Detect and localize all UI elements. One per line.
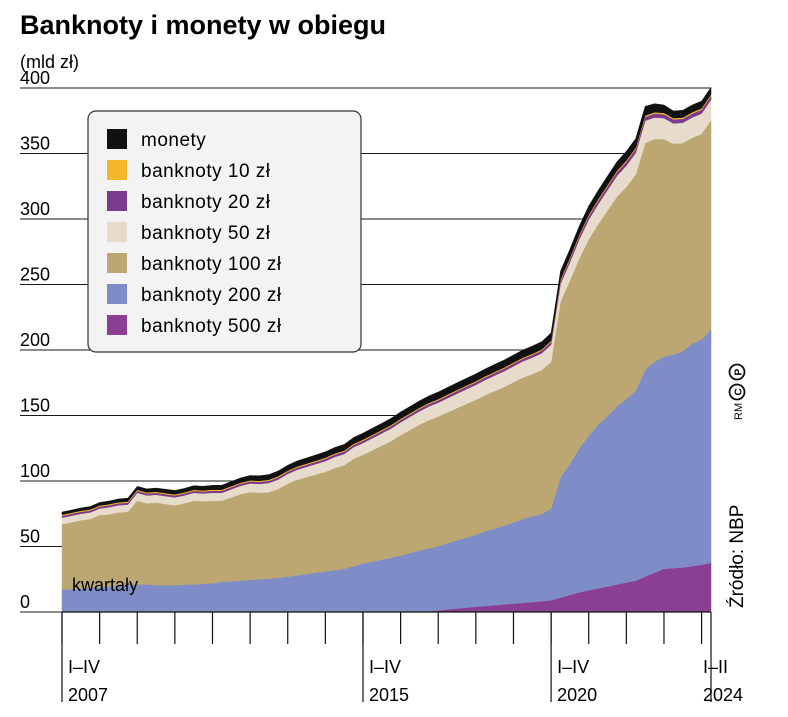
y-tick-label-50: 50 bbox=[20, 527, 40, 547]
x-tick-label-bottom-2015: 2015 bbox=[369, 685, 409, 705]
legend: monety banknoty 10 zł banknoty 20 zł bankno… bbox=[87, 110, 362, 353]
copyright-c-glyph: C bbox=[734, 388, 745, 395]
chart-title: Banknoty i monety w obiegu bbox=[20, 10, 386, 40]
legend-swatch-1 bbox=[107, 160, 127, 180]
x-axis-note: kwartały bbox=[72, 575, 138, 595]
copyright-mark: RM C P bbox=[728, 363, 746, 420]
legend-label-0: monety bbox=[141, 130, 206, 151]
axes: I–IV 2007 I–IV 2015 I–IV 2020 I–II 2024 bbox=[61, 611, 743, 705]
legend-label-1: banknoty 10 zł bbox=[141, 161, 271, 182]
x-tick-label-top-2007: I–IV bbox=[68, 657, 100, 677]
y-tick-label-200: 200 bbox=[20, 330, 50, 350]
copyright-c-icon bbox=[728, 383, 746, 401]
stacked-areas bbox=[61, 86, 712, 613]
y-tick-label-400: 400 bbox=[20, 68, 50, 88]
area-series-6 bbox=[61, 86, 712, 515]
y-tick-label-150: 150 bbox=[20, 396, 50, 416]
x-tick-label-bottom-2020: 2020 bbox=[557, 685, 597, 705]
copyright-p-icon bbox=[728, 363, 746, 381]
legend-swatch-6 bbox=[107, 315, 127, 335]
legend-swatch-5 bbox=[107, 284, 127, 304]
y-tick-label-350: 350 bbox=[20, 134, 50, 154]
x-tick-label-top-2020: I–IV bbox=[557, 657, 589, 677]
legend-swatch-0 bbox=[107, 129, 127, 149]
copyright-text: RM bbox=[733, 403, 745, 420]
legend-swatch-2 bbox=[107, 191, 127, 211]
y-tick-label-300: 300 bbox=[20, 199, 50, 219]
legend-label-5: banknoty 200 zł bbox=[141, 285, 282, 306]
y-unit-label: (mld zł) bbox=[20, 52, 79, 72]
y-tick-label-250: 250 bbox=[20, 265, 50, 285]
x-tick-label-bottom-2007: 2007 bbox=[68, 685, 108, 705]
x-tick-label-top-2015: I–IV bbox=[369, 657, 401, 677]
legend-swatch-4 bbox=[107, 253, 127, 273]
x-tick-label-top-2024: I–II bbox=[703, 657, 728, 677]
legend-label-4: banknoty 100 zł bbox=[141, 254, 282, 275]
x-tick-label-bottom-2024: 2024 bbox=[703, 685, 743, 705]
y-tick-label-0: 0 bbox=[20, 592, 30, 612]
source-label: Źródło: NBP bbox=[727, 505, 748, 608]
legend-label-3: banknoty 50 zł bbox=[141, 223, 271, 244]
y-tick-label-100: 100 bbox=[20, 461, 50, 481]
legend-swatch-3 bbox=[107, 222, 127, 242]
legend-label-6: banknoty 500 zł bbox=[141, 316, 282, 337]
legend-box bbox=[87, 110, 362, 353]
copyright-p-glyph: P bbox=[734, 369, 745, 376]
legend-label-2: banknoty 20 zł bbox=[141, 192, 271, 213]
